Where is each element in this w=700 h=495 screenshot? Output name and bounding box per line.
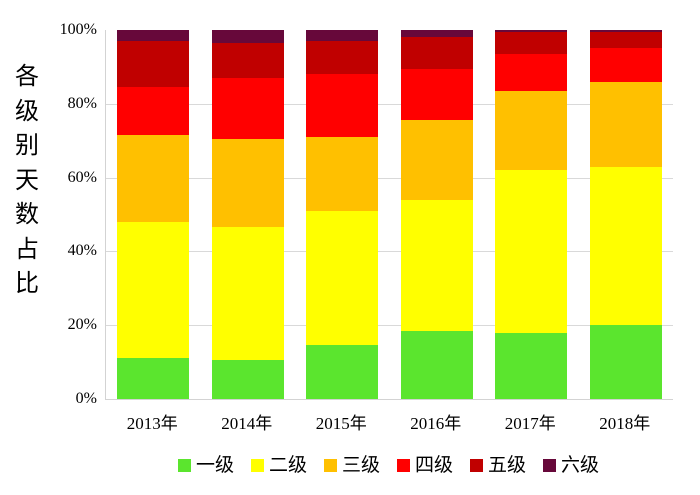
gridline-80 xyxy=(106,103,673,105)
bar-segment-2016年-二级 xyxy=(400,199,473,331)
y-axis-title: 各级别天数占比 xyxy=(10,60,44,302)
legend-swatch-icon xyxy=(397,459,410,472)
bar-segment-2013年-五级 xyxy=(117,41,190,88)
legend-item-二级: 二级 xyxy=(250,455,307,476)
bar-slot-2015年 xyxy=(295,30,390,399)
bar-segment-2018年-二级 xyxy=(589,166,662,326)
bar-segment-2014年-六级 xyxy=(211,30,284,43)
legend-label: 五级 xyxy=(488,455,527,476)
bar-segment-2015年-一级 xyxy=(306,345,379,399)
bar-segment-2014年-三级 xyxy=(211,138,284,228)
y-tick-label: 40% xyxy=(67,242,97,260)
legend-item-六级: 六级 xyxy=(543,456,599,475)
stacked-bar-2017年 xyxy=(495,30,568,399)
x-axis-label: 2015年 xyxy=(315,414,367,433)
y-tick-label: 20% xyxy=(67,316,97,334)
bar-segment-2016年-五级 xyxy=(400,37,473,69)
gridline-60 xyxy=(106,177,673,179)
bar-segment-2013年-二级 xyxy=(117,221,190,359)
bar-segment-2017年-六级 xyxy=(495,30,568,32)
bar-segment-2018年-一级 xyxy=(589,325,662,399)
legend-item-四级: 四级 xyxy=(397,456,453,475)
y-tick-label: 0% xyxy=(75,390,97,407)
x-axis-label: 2013年 xyxy=(126,414,178,433)
stacked-bar-2013年 xyxy=(117,30,190,399)
bar-segment-2014年-五级 xyxy=(211,42,284,78)
legend-item-一级: 一级 xyxy=(177,455,234,476)
bar-slot-2017年 xyxy=(484,30,579,399)
x-axis-label: 2014年 xyxy=(221,414,273,433)
bar-segment-2014年-二级 xyxy=(211,227,284,361)
bar-segment-2018年-六级 xyxy=(589,30,662,32)
bar-segment-2014年-一级 xyxy=(211,360,284,399)
legend-swatch-icon xyxy=(470,459,484,472)
bar-segment-2015年-三级 xyxy=(306,136,379,211)
bar-segment-2017年-四级 xyxy=(495,53,568,91)
legend-swatch-icon xyxy=(543,459,557,472)
bar-segment-2016年-三级 xyxy=(400,120,473,200)
bar-segment-2017年-五级 xyxy=(495,31,568,54)
x-axis-label: 2018年 xyxy=(599,414,651,433)
gridline-40 xyxy=(106,251,673,253)
bar-segment-2018年-四级 xyxy=(589,48,662,82)
legend-label: 一级 xyxy=(195,455,234,476)
bar-segment-2015年-六级 xyxy=(306,30,379,42)
legend: 一级 二级 三级 四级 五级 六级 xyxy=(105,456,672,475)
legend-label: 四级 xyxy=(415,455,454,476)
legend-swatch-icon xyxy=(250,459,264,472)
legend-swatch-icon xyxy=(323,459,337,472)
plot-area xyxy=(105,30,673,400)
x-axis-labels: 2013年 2014年 2015年 2016年 2017年 2018年 xyxy=(105,409,672,434)
legend-item-五级: 五级 xyxy=(470,456,526,475)
y-tick-label: 100% xyxy=(59,21,97,38)
y-axis-title-char: 各 xyxy=(15,64,39,90)
y-axis-title-char: 天 xyxy=(15,167,39,194)
bar-segment-2015年-四级 xyxy=(306,74,379,137)
bar-segment-2016年-四级 xyxy=(400,68,473,121)
y-axis-title-char: 级 xyxy=(15,98,39,125)
legend-label: 六级 xyxy=(561,455,600,476)
bar-segment-2013年-一级 xyxy=(117,358,190,399)
y-axis-title-char: 数 xyxy=(15,202,39,228)
bar-segment-2017年-一级 xyxy=(495,332,568,399)
bar-segment-2017年-三级 xyxy=(495,90,568,171)
bar-segment-2015年-二级 xyxy=(306,210,379,346)
bar-segment-2013年-四级 xyxy=(117,87,190,136)
y-axis-title-char: 别 xyxy=(15,133,39,159)
bar-segment-2016年-一级 xyxy=(400,330,473,399)
stacked-bar-2016年 xyxy=(400,30,473,399)
gridline-20 xyxy=(106,325,673,327)
bar-segment-2016年-六级 xyxy=(400,30,473,38)
y-axis-title-char: 比 xyxy=(15,271,39,297)
bar-slot-2014年 xyxy=(201,30,296,399)
bar-segment-2014年-四级 xyxy=(211,77,284,139)
legend-label: 三级 xyxy=(341,455,380,476)
y-tick-label: 60% xyxy=(67,168,97,186)
bar-slot-2013年 xyxy=(106,30,201,399)
x-axis-label: 2017年 xyxy=(504,414,556,433)
legend-item-三级: 三级 xyxy=(323,455,380,476)
legend-label: 二级 xyxy=(268,455,307,476)
y-axis-title-char: 占 xyxy=(15,236,39,263)
stacked-bar-2018年 xyxy=(589,30,662,399)
bar-segment-2013年-三级 xyxy=(117,135,190,222)
bar-segment-2018年-三级 xyxy=(589,81,662,167)
bar-segment-2018年-五级 xyxy=(589,31,662,49)
bar-slot-2018年 xyxy=(579,30,674,399)
bar-segment-2017年-二级 xyxy=(495,170,568,333)
stacked-bar-2014年 xyxy=(211,30,284,399)
legend-swatch-icon xyxy=(177,459,191,472)
y-tick-label: 80% xyxy=(67,94,97,112)
bar-slot-2016年 xyxy=(390,30,485,399)
bar-segment-2013年-六级 xyxy=(117,30,190,42)
stacked-bar-2015年 xyxy=(306,30,379,399)
bar-segment-2015年-五级 xyxy=(306,41,379,75)
bar-group xyxy=(106,30,673,399)
x-axis-label: 2016年 xyxy=(410,414,462,433)
